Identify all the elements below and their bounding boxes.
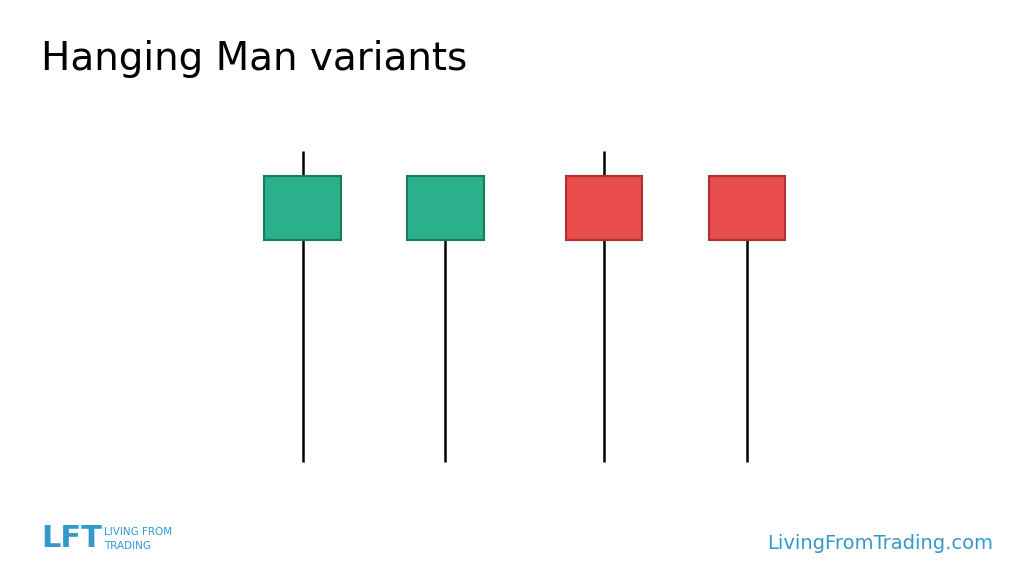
- Bar: [408, 176, 483, 240]
- Text: LFT: LFT: [41, 524, 101, 553]
- Text: LivingFromTrading.com: LivingFromTrading.com: [767, 534, 993, 553]
- Bar: [566, 176, 642, 240]
- Text: LIVING FROM
TRADING: LIVING FROM TRADING: [104, 528, 173, 551]
- Text: Hanging Man variants: Hanging Man variants: [41, 40, 467, 78]
- Bar: [264, 176, 341, 240]
- Bar: [709, 176, 785, 240]
